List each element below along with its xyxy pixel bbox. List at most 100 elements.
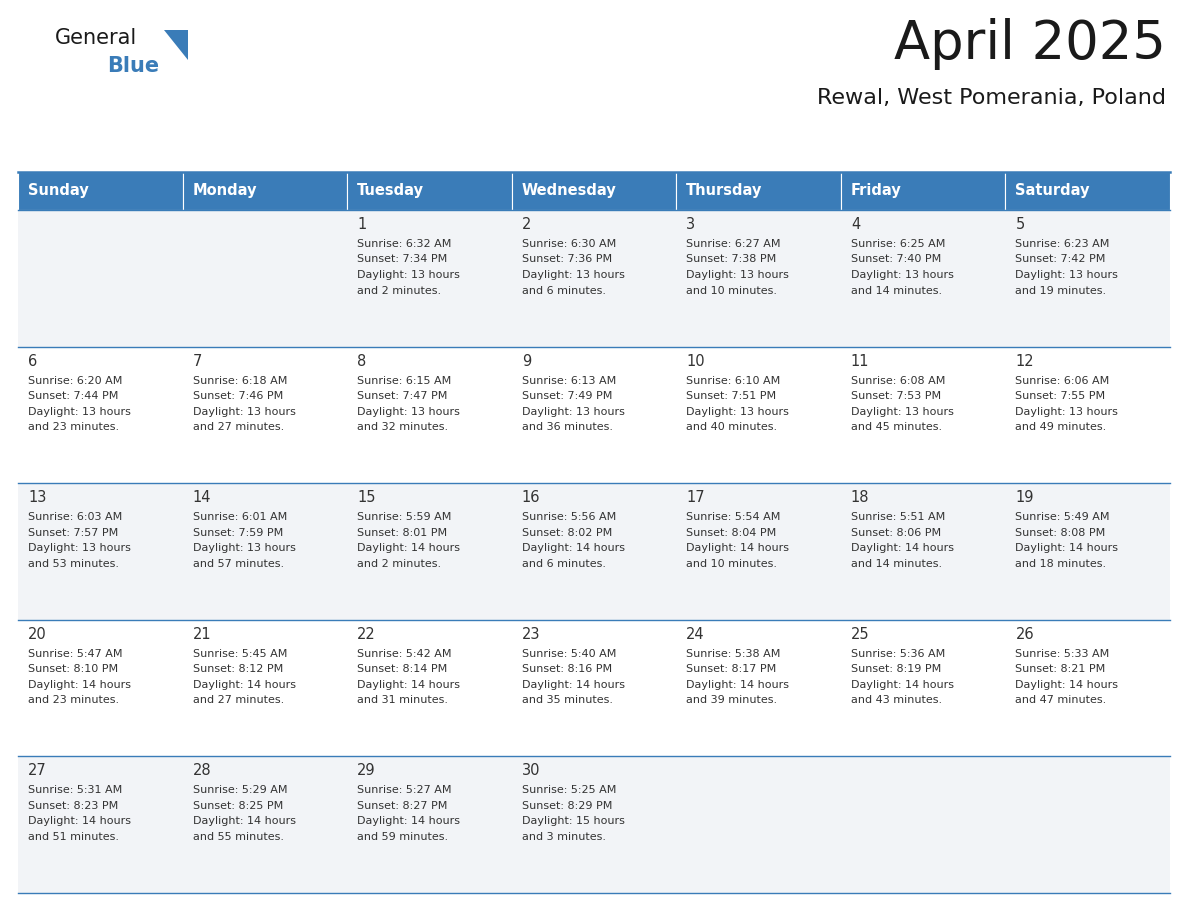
Text: Sunset: 7:57 PM: Sunset: 7:57 PM [29,528,119,538]
Bar [512,483,676,620]
Text: Daylight: 14 hours: Daylight: 14 hours [192,680,296,689]
Bar [841,620,1005,756]
Bar [676,756,841,893]
Bar [676,347,841,483]
Text: Sunrise: 5:33 AM: Sunrise: 5:33 AM [1016,649,1110,659]
Text: Daylight: 14 hours: Daylight: 14 hours [358,816,460,826]
Bar [841,483,1005,620]
Text: Sunset: 8:25 PM: Sunset: 8:25 PM [192,800,283,811]
Text: Sunrise: 5:36 AM: Sunrise: 5:36 AM [851,649,946,659]
Text: Sunset: 7:36 PM: Sunset: 7:36 PM [522,254,612,264]
Text: Daylight: 13 hours: Daylight: 13 hours [687,270,789,280]
Bar [841,172,1005,210]
Text: Sunrise: 6:06 AM: Sunrise: 6:06 AM [1016,375,1110,386]
Text: Sunrise: 6:08 AM: Sunrise: 6:08 AM [851,375,946,386]
Text: Sunset: 8:17 PM: Sunset: 8:17 PM [687,665,777,675]
Text: and 32 minutes.: and 32 minutes. [358,422,448,432]
Bar [676,210,841,347]
Text: Sunset: 7:51 PM: Sunset: 7:51 PM [687,391,777,401]
Text: 23: 23 [522,627,541,642]
Text: and 57 minutes.: and 57 minutes. [192,559,284,568]
Text: 22: 22 [358,627,375,642]
Text: 2: 2 [522,217,531,232]
Text: 26: 26 [1016,627,1034,642]
Text: Sunset: 7:49 PM: Sunset: 7:49 PM [522,391,612,401]
Text: and 35 minutes.: and 35 minutes. [522,695,613,705]
Text: 20: 20 [29,627,46,642]
Text: and 31 minutes.: and 31 minutes. [358,695,448,705]
Text: General: General [55,28,138,48]
Bar [18,483,183,620]
Bar [18,620,183,756]
Bar [18,210,183,347]
Text: Saturday: Saturday [1016,184,1089,198]
Bar [676,172,841,210]
Text: Daylight: 14 hours: Daylight: 14 hours [1016,543,1118,554]
Text: Sunset: 8:12 PM: Sunset: 8:12 PM [192,665,283,675]
Text: 19: 19 [1016,490,1034,505]
Text: Sunrise: 6:18 AM: Sunrise: 6:18 AM [192,375,287,386]
Text: Blue: Blue [107,56,159,76]
Text: Sunset: 7:47 PM: Sunset: 7:47 PM [358,391,448,401]
Text: and 23 minutes.: and 23 minutes. [29,695,119,705]
Text: Sunset: 7:34 PM: Sunset: 7:34 PM [358,254,448,264]
Bar [347,172,512,210]
Text: Sunrise: 5:31 AM: Sunrise: 5:31 AM [29,786,122,795]
Text: 16: 16 [522,490,541,505]
Text: 15: 15 [358,490,375,505]
Bar [347,483,512,620]
Bar [347,756,512,893]
Text: Thursday: Thursday [687,184,763,198]
Bar [676,620,841,756]
Bar [183,620,347,756]
Bar [183,483,347,620]
Bar [1005,210,1170,347]
Text: 13: 13 [29,490,46,505]
Text: and 18 minutes.: and 18 minutes. [1016,559,1106,568]
Text: Sunset: 7:40 PM: Sunset: 7:40 PM [851,254,941,264]
Text: and 47 minutes.: and 47 minutes. [1016,695,1107,705]
Text: Sunrise: 6:27 AM: Sunrise: 6:27 AM [687,239,781,249]
Bar [512,756,676,893]
Text: 9: 9 [522,353,531,369]
Text: Wednesday: Wednesday [522,184,617,198]
Text: Sunrise: 6:23 AM: Sunrise: 6:23 AM [1016,239,1110,249]
Text: and 40 minutes.: and 40 minutes. [687,422,777,432]
Bar [841,756,1005,893]
Text: 30: 30 [522,764,541,778]
Text: Sunrise: 6:03 AM: Sunrise: 6:03 AM [29,512,122,522]
Text: Sunset: 8:01 PM: Sunset: 8:01 PM [358,528,447,538]
Text: Sunset: 8:16 PM: Sunset: 8:16 PM [522,665,612,675]
Bar [1005,347,1170,483]
Text: Sunrise: 5:59 AM: Sunrise: 5:59 AM [358,512,451,522]
Text: 25: 25 [851,627,870,642]
Text: Daylight: 14 hours: Daylight: 14 hours [192,816,296,826]
Text: 3: 3 [687,217,695,232]
Text: Monday: Monday [192,184,257,198]
Text: Daylight: 15 hours: Daylight: 15 hours [522,816,625,826]
Text: Daylight: 13 hours: Daylight: 13 hours [522,270,625,280]
Text: Daylight: 14 hours: Daylight: 14 hours [1016,680,1118,689]
Text: Sunrise: 5:42 AM: Sunrise: 5:42 AM [358,649,451,659]
Text: Sunday: Sunday [29,184,89,198]
Text: 7: 7 [192,353,202,369]
Text: Daylight: 14 hours: Daylight: 14 hours [522,543,625,554]
Text: Tuesday: Tuesday [358,184,424,198]
Text: Daylight: 13 hours: Daylight: 13 hours [358,407,460,417]
Text: Daylight: 14 hours: Daylight: 14 hours [358,543,460,554]
Text: and 10 minutes.: and 10 minutes. [687,559,777,568]
Text: Sunset: 8:08 PM: Sunset: 8:08 PM [1016,528,1106,538]
Text: Daylight: 13 hours: Daylight: 13 hours [1016,270,1118,280]
Text: Sunrise: 5:51 AM: Sunrise: 5:51 AM [851,512,946,522]
Text: Daylight: 14 hours: Daylight: 14 hours [29,816,131,826]
Text: and 2 minutes.: and 2 minutes. [358,285,441,296]
Text: Sunset: 7:38 PM: Sunset: 7:38 PM [687,254,777,264]
Text: and 19 minutes.: and 19 minutes. [1016,285,1106,296]
Text: Sunset: 7:42 PM: Sunset: 7:42 PM [1016,254,1106,264]
Bar [347,347,512,483]
Text: Sunrise: 5:38 AM: Sunrise: 5:38 AM [687,649,781,659]
Bar [512,620,676,756]
Text: Sunset: 8:29 PM: Sunset: 8:29 PM [522,800,612,811]
Text: Daylight: 14 hours: Daylight: 14 hours [851,680,954,689]
Text: Daylight: 13 hours: Daylight: 13 hours [192,543,296,554]
